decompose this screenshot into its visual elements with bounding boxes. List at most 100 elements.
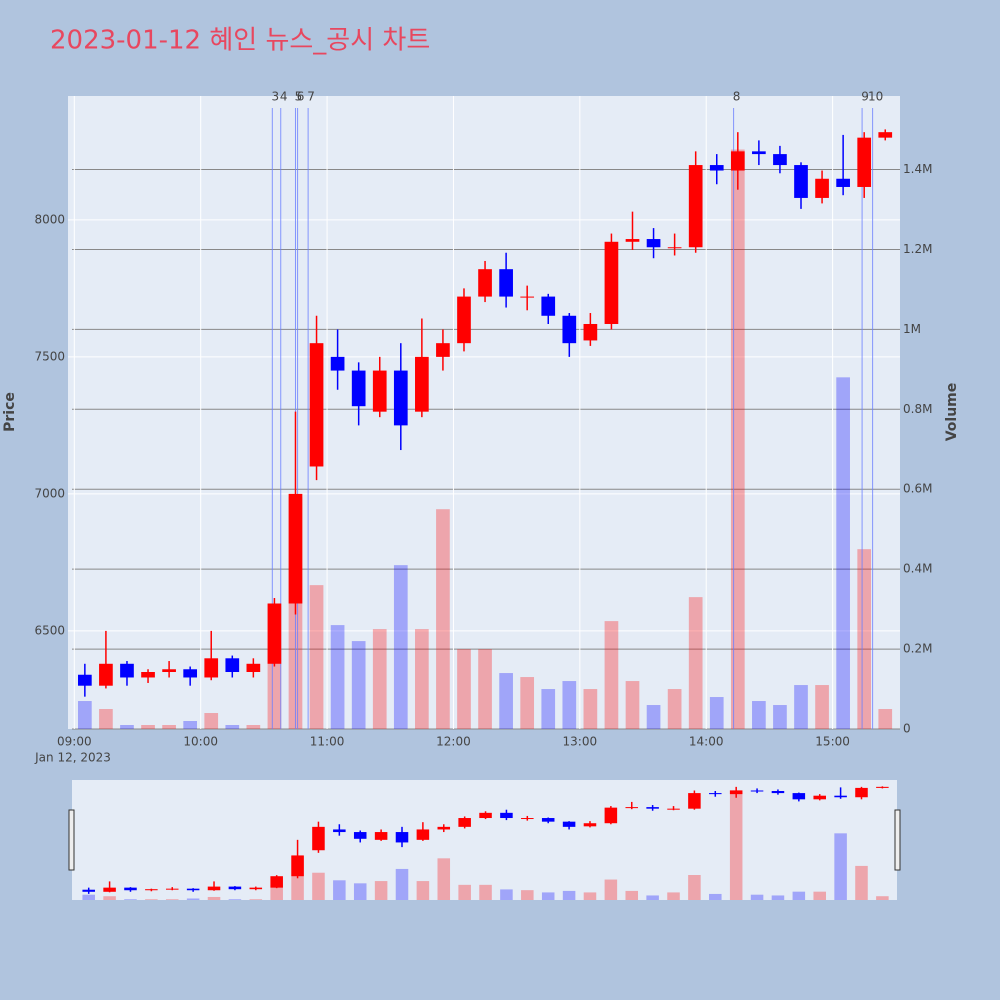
- mini-volume-bar: [521, 890, 534, 900]
- volume-bar: [730, 149, 745, 729]
- candle-body: [604, 807, 618, 824]
- candle-body: [625, 239, 640, 242]
- candle-body: [794, 165, 808, 198]
- candle-body: [478, 269, 492, 297]
- volume-bar: [78, 701, 92, 729]
- candle-body: [709, 793, 722, 795]
- candle-body: [541, 818, 555, 822]
- mini-volume-bar: [750, 894, 764, 900]
- range-handle[interactable]: [68, 809, 75, 871]
- y2-tick-label: 0.6M: [903, 482, 932, 496]
- mini-volume-bar: [458, 884, 471, 900]
- candle-body: [479, 812, 492, 819]
- candle-body: [521, 818, 534, 820]
- candle-body: [667, 808, 680, 810]
- mini-volume-bar: [709, 893, 722, 900]
- mini-volume-bar: [228, 899, 242, 900]
- volume-bar: [415, 629, 429, 729]
- candle-body: [541, 296, 556, 316]
- y2-tick-label: 0.4M: [903, 562, 932, 576]
- y2-tick-label: 0.8M: [903, 402, 932, 416]
- volume-bar: [436, 509, 450, 729]
- candle-body: [688, 165, 703, 248]
- volume-bar: [393, 565, 408, 729]
- volume-bar: [330, 625, 345, 729]
- volume-bar: [709, 697, 724, 729]
- mini-volume-bar: [207, 896, 221, 900]
- mini-volume-bar: [813, 891, 826, 900]
- candle-body: [583, 323, 598, 341]
- mini-volume-bar: [625, 890, 639, 900]
- candle-body: [771, 791, 785, 794]
- mini-volume-bar: [876, 896, 889, 900]
- range-slider[interactable]: [72, 780, 897, 900]
- mini-volume-bar: [688, 875, 701, 900]
- volume-bar: [625, 681, 640, 729]
- candle-body: [270, 876, 283, 888]
- candle-body: [246, 663, 261, 673]
- y-tick-label: 7500: [34, 349, 65, 363]
- y-axis-title: Price: [2, 392, 18, 432]
- candle-body: [99, 663, 113, 686]
- candle-body: [141, 672, 155, 678]
- candle-body: [82, 889, 95, 892]
- volume-bar: [583, 689, 598, 729]
- volume-bar: [183, 721, 198, 729]
- news-label: 5: [295, 90, 303, 104]
- candle-body: [562, 821, 576, 827]
- candle-body: [103, 887, 116, 892]
- candle-body: [374, 832, 388, 840]
- mini-volume-bar: [416, 881, 430, 900]
- volume-bar: [541, 689, 556, 729]
- y2-tick-label: 1.4M: [903, 162, 932, 176]
- candle-body: [249, 887, 263, 890]
- volume-bar: [351, 641, 366, 729]
- mini-volume-bar: [124, 899, 137, 900]
- mini-volume-bar: [353, 883, 367, 900]
- mini-volume-bar: [437, 858, 451, 900]
- candle-body: [857, 137, 872, 187]
- news-label: 3: [271, 90, 279, 104]
- candle-body: [646, 239, 661, 248]
- volume-bar: [141, 725, 155, 729]
- mini-volume-bar: [165, 899, 179, 900]
- y2-tick-label: 0.2M: [903, 642, 932, 656]
- candle-body: [165, 888, 179, 890]
- candle-body: [562, 315, 577, 344]
- mini-volume-bar: [500, 889, 513, 900]
- candle-body: [457, 296, 471, 344]
- volume-bar: [520, 677, 535, 729]
- mini-volume-bar: [667, 892, 680, 900]
- mini-volume-bar: [541, 892, 555, 900]
- candle-body: [709, 165, 724, 171]
- mini-volume-bar: [82, 894, 95, 900]
- candle-body: [393, 370, 408, 426]
- y2-tick-label: 0: [903, 722, 911, 736]
- volume-bar: [752, 701, 766, 729]
- volume-bar: [478, 649, 492, 729]
- candle-body: [625, 807, 639, 809]
- mini-volume-bar: [103, 896, 116, 900]
- volume-bar: [794, 685, 808, 729]
- volume-bar: [99, 709, 113, 729]
- mini-volume-bar: [834, 833, 847, 900]
- volume-bar: [773, 705, 787, 729]
- candle-body: [353, 832, 367, 839]
- volume-bar: [604, 621, 619, 729]
- candle-body: [288, 493, 303, 604]
- candle-body: [124, 887, 137, 891]
- y2-tick-label: 1M: [903, 322, 921, 336]
- volume-bar: [562, 681, 577, 729]
- news-label: 4: [280, 90, 288, 104]
- volume-bar: [688, 597, 703, 729]
- volume-bar: [372, 629, 387, 729]
- mini-volume-bar: [270, 884, 283, 900]
- volume-bar: [857, 549, 872, 729]
- candle-body: [437, 826, 451, 830]
- candle-body: [815, 178, 829, 198]
- candle-body: [729, 790, 743, 795]
- range-handle[interactable]: [894, 809, 901, 871]
- mini-volume-bar: [479, 884, 492, 900]
- candle-body: [458, 818, 471, 827]
